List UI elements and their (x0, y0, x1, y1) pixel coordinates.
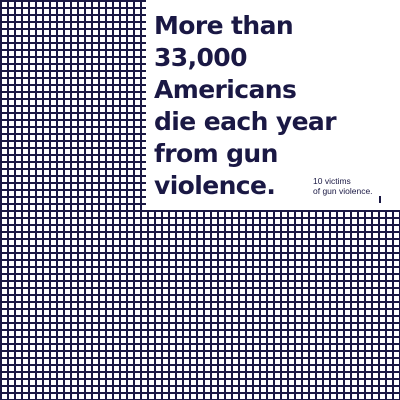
headline-line-1: More than (154, 11, 294, 40)
legend-marker (379, 196, 381, 203)
legend-line-1: 10 victims (313, 176, 351, 186)
headline-line-6: violence. (154, 171, 276, 200)
headline-line-5: from gun (154, 139, 278, 168)
headline-line-4: die each year (154, 107, 337, 136)
headline-line-2: 33,000 (154, 43, 247, 72)
headline-line-3: Americans (154, 75, 297, 104)
legend: 10 victims of gun violence. (313, 176, 395, 196)
text-panel: More than 33,000 Americans die each year… (146, 0, 400, 210)
headline: More than 33,000 Americans die each year… (154, 10, 394, 202)
legend-line-2: of gun violence. (313, 186, 373, 196)
